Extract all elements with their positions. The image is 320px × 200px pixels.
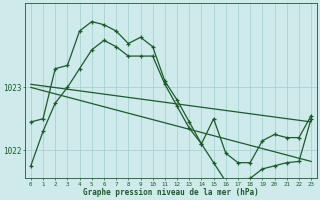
X-axis label: Graphe pression niveau de la mer (hPa): Graphe pression niveau de la mer (hPa) xyxy=(83,188,259,197)
